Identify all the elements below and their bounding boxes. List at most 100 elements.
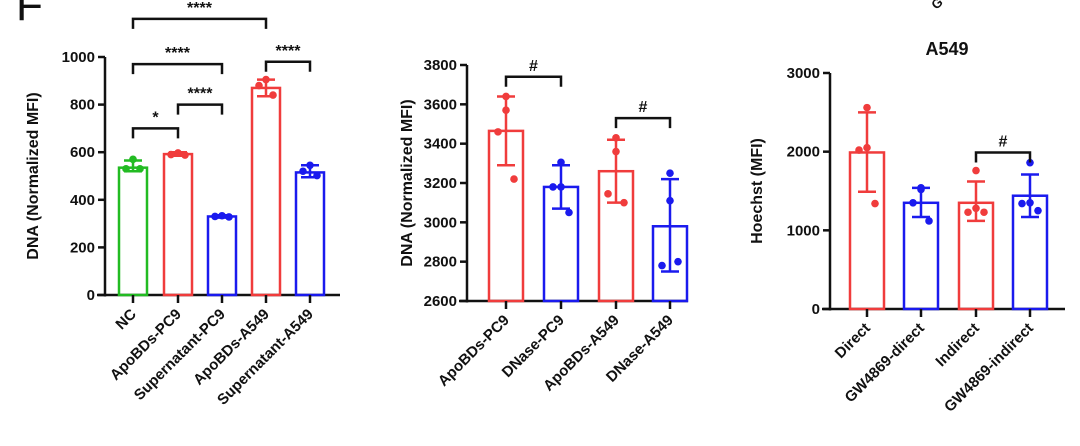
- data-point: [549, 183, 557, 191]
- data-point: [181, 151, 189, 159]
- y-tick-label: 0: [87, 287, 95, 304]
- data-point: [620, 198, 628, 207]
- data-point: [604, 190, 612, 198]
- data-point: [972, 166, 980, 175]
- y-axis-title: Hoechst (MFI): [749, 138, 766, 244]
- data-point: [612, 133, 620, 142]
- significance-bracket: [264, 60, 312, 72]
- data-point: [612, 147, 620, 156]
- y-tick-label: 2000: [787, 144, 820, 161]
- significance-label: ****: [276, 43, 302, 60]
- bar: [294, 171, 326, 297]
- y-tick-label: 200: [70, 239, 95, 256]
- data-point: [1034, 206, 1042, 215]
- data-point: [980, 208, 988, 217]
- bar: [162, 152, 194, 297]
- y-tick-label: 3600: [424, 96, 457, 113]
- data-point: [972, 204, 980, 213]
- y-tick-label: 3000: [424, 214, 457, 231]
- data-point: [557, 158, 565, 167]
- y-tick-label: 1000: [62, 49, 95, 66]
- data-point: [211, 212, 219, 221]
- x-tick-label: Indirect: [932, 320, 982, 370]
- data-point: [871, 199, 879, 208]
- y-tick-label: 800: [70, 97, 95, 114]
- data-point: [909, 199, 917, 207]
- chart-dna-normalized-cells: DNA (Normalized MFI) 0 200 400 600 800 1000 NC A…: [25, 0, 340, 409]
- significance-bracket: [131, 62, 224, 75]
- y-tick-label: 1000: [787, 222, 820, 239]
- significance-label: #: [999, 133, 1008, 150]
- data-point: [313, 171, 321, 180]
- y-axis-title: DNA (Normalized MFI): [25, 92, 42, 259]
- data-point: [174, 149, 182, 157]
- data-point: [666, 196, 674, 205]
- data-point: [136, 165, 144, 173]
- data-point: [255, 81, 263, 90]
- data-point: [674, 257, 682, 266]
- data-point: [122, 165, 130, 173]
- significance-label: #: [529, 58, 538, 75]
- y-tick-label: 3000: [787, 65, 820, 82]
- significance-bracket: [504, 75, 563, 87]
- data-point: [863, 143, 871, 152]
- y-tick-label: 3200: [424, 175, 457, 192]
- panel-letter: F: [16, 0, 43, 30]
- partial-top-label: G: [928, 0, 945, 12]
- y-axis-title: DNA (Normalized MFI): [399, 99, 416, 266]
- significance-bracket: [614, 116, 672, 129]
- data-point: [855, 146, 863, 154]
- significance-label: #: [639, 99, 648, 116]
- data-point: [510, 175, 518, 183]
- x-tick-label: ApoBDs-PC9: [435, 312, 513, 390]
- data-point: [167, 150, 175, 159]
- significance-bracket: [131, 127, 180, 139]
- data-point: [225, 213, 233, 221]
- data-point: [269, 91, 277, 99]
- data-point: [565, 208, 573, 217]
- chart-title: A549: [925, 39, 968, 59]
- bar: [902, 201, 940, 311]
- y-tick-label: 600: [70, 144, 95, 161]
- significance-label: ****: [187, 0, 213, 17]
- significance-bracket: [974, 151, 1032, 163]
- significance-bracket: [176, 103, 224, 115]
- data-point: [129, 155, 137, 164]
- data-point: [502, 106, 510, 115]
- x-tick-label: NC: [112, 306, 139, 333]
- data-point: [917, 185, 925, 194]
- data-point: [666, 169, 674, 177]
- data-point: [658, 261, 666, 270]
- significance-label: ****: [165, 45, 191, 62]
- x-tick-label: Direct: [832, 320, 874, 362]
- data-point: [299, 167, 307, 176]
- y-tick-label: 2600: [424, 293, 457, 310]
- y-tick-label: 3400: [424, 136, 457, 153]
- data-point: [1018, 199, 1026, 208]
- data-point: [218, 211, 226, 220]
- bar: [250, 86, 282, 297]
- y-tick-label: 2800: [424, 254, 457, 271]
- data-point: [262, 75, 270, 84]
- chart-dna-dnase: DNA (Normalized MFI) 2600 2800 3000 3200 3400…: [399, 57, 689, 395]
- bar: [117, 166, 149, 297]
- x-tick-label: ApoBDs-A549: [190, 306, 273, 389]
- data-point: [502, 92, 510, 101]
- data-point: [925, 217, 933, 225]
- y-tick-label: 400: [70, 192, 95, 209]
- data-point: [964, 208, 972, 217]
- data-point: [1026, 199, 1034, 207]
- significance-label: ****: [188, 86, 214, 103]
- data-point: [863, 103, 871, 112]
- y-tick-label: 3800: [424, 57, 457, 74]
- significance-bracket: [131, 17, 268, 29]
- data-point: [1026, 158, 1034, 167]
- data-point: [306, 161, 314, 170]
- bar: [206, 215, 238, 297]
- significance-label: *: [152, 109, 159, 126]
- data-point: [557, 183, 565, 191]
- data-point: [494, 128, 502, 136]
- y-tick-label: 0: [812, 301, 820, 318]
